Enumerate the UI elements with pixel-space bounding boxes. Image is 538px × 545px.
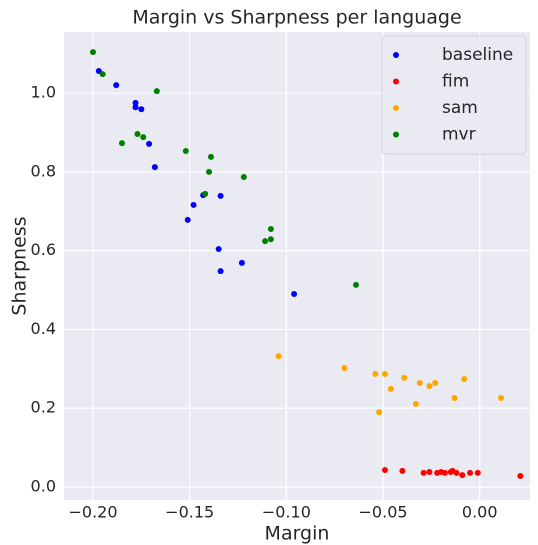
- point: [474, 469, 481, 476]
- legend-marker: [393, 78, 399, 85]
- point: [202, 190, 209, 197]
- point: [153, 88, 160, 95]
- legend-label: fim: [442, 72, 469, 92]
- point: [453, 469, 460, 476]
- point: [381, 370, 388, 377]
- points: [90, 49, 524, 479]
- point: [119, 140, 126, 147]
- point: [215, 246, 222, 253]
- y-tick-label: 1.0: [31, 83, 56, 102]
- y-tick-label: 0.4: [31, 319, 56, 338]
- point: [151, 164, 158, 171]
- point: [132, 104, 139, 111]
- point: [497, 394, 504, 401]
- point: [459, 472, 466, 479]
- point: [387, 385, 394, 392]
- y-tick-label: 0.2: [31, 398, 56, 417]
- point: [138, 106, 145, 113]
- point: [113, 82, 120, 89]
- x-tick-label: −0.05: [359, 503, 408, 522]
- legend-box: [381, 35, 527, 155]
- point: [240, 173, 247, 180]
- point: [134, 131, 141, 138]
- x-tick-label: −0.20: [68, 503, 117, 522]
- point: [275, 353, 282, 360]
- point: [426, 383, 433, 390]
- point: [99, 71, 106, 78]
- point: [146, 140, 153, 147]
- legend-marker: [393, 131, 399, 138]
- point: [132, 99, 139, 106]
- point: [399, 467, 406, 474]
- point: [238, 259, 245, 266]
- point: [90, 49, 97, 56]
- point: [420, 469, 427, 476]
- y-axis-label: Sharpness: [9, 216, 31, 315]
- point: [267, 236, 274, 243]
- point: [182, 147, 189, 154]
- point: [267, 225, 274, 232]
- legend-label: baseline: [442, 45, 513, 65]
- point: [262, 238, 269, 245]
- x-tick-label: −0.15: [165, 503, 214, 522]
- x-tick-label: −0.10: [262, 503, 311, 522]
- y-tick-label: 0.8: [31, 161, 56, 180]
- y-tick-label: 0.0: [31, 477, 56, 496]
- point: [412, 400, 419, 407]
- point: [376, 409, 383, 416]
- x-axis-label: Margin: [265, 523, 330, 545]
- legend-marker: [393, 105, 399, 111]
- point: [467, 469, 474, 476]
- point: [517, 472, 524, 479]
- point: [426, 469, 433, 476]
- point: [401, 374, 408, 381]
- legend-marker: [393, 52, 399, 58]
- point: [207, 153, 214, 160]
- point: [190, 201, 197, 208]
- point: [441, 469, 448, 476]
- point: [381, 467, 388, 474]
- point: [206, 168, 213, 175]
- point: [416, 380, 423, 386]
- point: [341, 365, 348, 372]
- legend-label: sam: [442, 98, 478, 118]
- point: [217, 192, 224, 199]
- point: [432, 380, 439, 386]
- point: [352, 281, 359, 288]
- point: [291, 290, 298, 297]
- y-tick-label: 0.6: [31, 240, 56, 259]
- point: [217, 268, 224, 275]
- chart-title: Margin vs Sharpness per language: [132, 7, 461, 29]
- legend-label: mvr: [442, 125, 476, 145]
- x-tick-label: 0.00: [462, 503, 498, 522]
- point: [461, 376, 468, 383]
- point: [140, 134, 147, 141]
- point: [184, 216, 191, 223]
- point: [372, 370, 379, 377]
- legend: baseline fim sam mvr: [381, 35, 527, 155]
- point: [451, 394, 458, 401]
